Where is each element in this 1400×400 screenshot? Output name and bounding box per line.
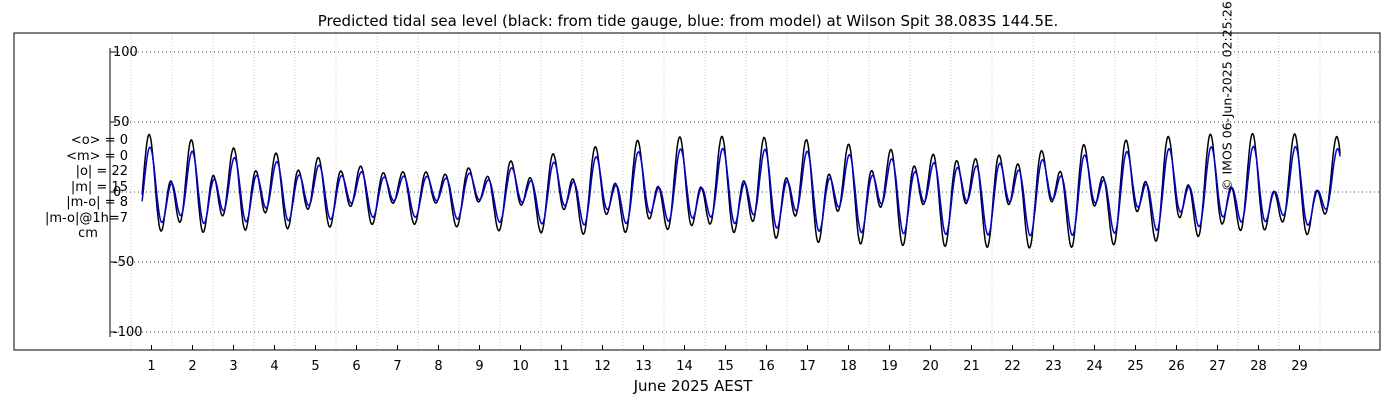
copyright-text: © IMOS 06-Jun-2025 02:25:26. *Not for na… [1219, 0, 1235, 191]
x-tick-label: 29 [1291, 359, 1308, 374]
x-tick-label: 20 [922, 359, 939, 374]
x-tick-label: 27 [1209, 359, 1226, 374]
x-tick-label: 5 [311, 359, 319, 374]
x-tick-label: 12 [594, 359, 611, 374]
x-tick-label: 19 [881, 359, 898, 374]
x-tick-label: 24 [1086, 359, 1103, 374]
stat-abs-observed: |o| = 22 [75, 164, 128, 179]
x-tick-label: 16 [758, 359, 775, 374]
stat-abs-model: |m| = 15 [70, 179, 128, 195]
x-tick-label: 15 [717, 359, 734, 374]
stat-abs-difference: |m-o| = 8 [66, 195, 128, 210]
x-tick-label: 26 [1168, 359, 1185, 374]
x-tick-label: 10 [512, 359, 529, 374]
y-tick-label: 50 [113, 115, 130, 130]
x-tick-label: 9 [475, 359, 483, 374]
x-tick-label: 1 [147, 359, 155, 374]
copyright-notice: © IMOS 06-Jun-2025 02:25:26. *Not for na… [1218, 0, 1236, 191]
stat-abs-difference-lag: |m-o|@1h=7 [45, 210, 128, 226]
x-axis-ticks: 1 2 3 4 5 6 7 8 9 10 11 12 13 14 15 16 17 18 19 20 21 22 23 24 2… [147, 345, 1308, 374]
x-tick-label: 13 [635, 359, 652, 374]
stat-unit: cm [78, 226, 98, 241]
x-tick-label: 8 [434, 359, 442, 374]
x-tick-label: 11 [553, 359, 570, 374]
y-axis-ticks: 100 50 0 -50 -100 [110, 45, 143, 340]
grid-lines [110, 33, 1380, 350]
x-tick-label: 6 [352, 359, 360, 374]
x-axis-label: June 2025 AEST [633, 377, 754, 395]
x-tick-label: 18 [840, 359, 857, 374]
x-tick-label: 14 [676, 359, 693, 374]
x-tick-label: 7 [393, 359, 401, 374]
x-tick-label: 3 [229, 359, 237, 374]
y-tick-label: -100 [113, 325, 143, 340]
y-tick-label: 0 [113, 185, 121, 200]
x-tick-label: 2 [188, 359, 196, 374]
series-model-line [141, 145, 1341, 237]
plot-frame [13, 32, 1381, 351]
statistics-panel: <o> = 0 <m> = 0 |o| = 22 |m| = 15 |m-o| … [18, 133, 128, 242]
y-tick-label: -50 [113, 255, 134, 270]
x-tick-label: 21 [963, 359, 980, 374]
y-tick-label: 100 [113, 45, 138, 60]
chart-title: Predicted tidal sea level (black: from t… [318, 12, 1059, 30]
x-tick-label: 25 [1127, 359, 1144, 374]
x-tick-label: 4 [270, 359, 278, 374]
stat-mean-observed: <o> = 0 [70, 133, 128, 148]
x-tick-label: 28 [1250, 359, 1267, 374]
x-tick-label: 23 [1045, 359, 1062, 374]
x-tick-label: 17 [799, 359, 816, 374]
stat-mean-model: <m> = 0 [66, 148, 128, 164]
x-tick-label: 22 [1004, 359, 1021, 374]
